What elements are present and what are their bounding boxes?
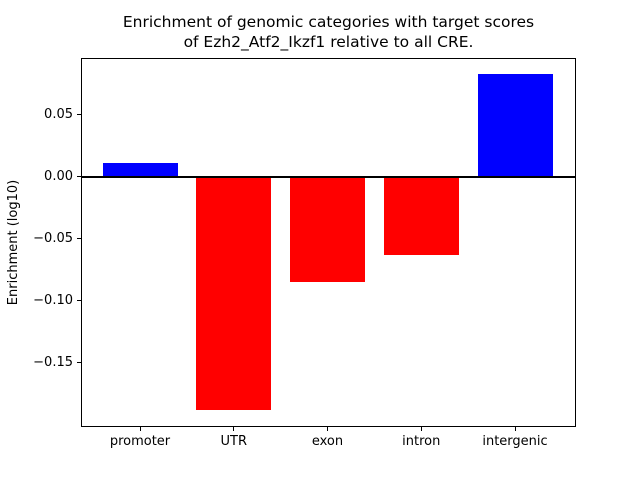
x-tick-label-intergenic: intergenic: [482, 433, 548, 449]
x-tick-label-UTR: UTR: [220, 433, 248, 449]
y-tick-mark: [77, 114, 81, 116]
y-tick-mark: [77, 176, 81, 178]
bar-intron: [383, 176, 459, 255]
y-tick-mark: [77, 300, 81, 302]
bar-UTR: [196, 176, 272, 410]
x-tick-mark-intron: [420, 427, 422, 431]
y-tick-mark: [77, 362, 81, 364]
bar-intergenic: [477, 74, 553, 177]
x-tick-label-promoter: promoter: [109, 433, 171, 449]
x-tick-mark-intergenic: [514, 427, 516, 431]
y-tick-label: −0.15: [33, 354, 73, 370]
y-tick-label: −0.10: [33, 292, 73, 308]
x-tick-mark-promoter: [139, 427, 141, 431]
bar-exon: [290, 176, 365, 283]
chart-title-line-1: Enrichment of genomic categories with ta…: [122, 13, 535, 31]
chart-title: Enrichment of genomic categories with ta…: [81, 13, 576, 52]
y-tick-label: 0.05: [44, 106, 73, 122]
x-tick-mark-UTR: [233, 427, 235, 431]
x-tick-mark-exon: [327, 427, 328, 431]
y-tick-label: 0.00: [44, 168, 73, 184]
chart-title-line-2: of Ezh2_Atf2_Ikzf1 relative to all CRE.: [183, 32, 474, 51]
y-tick-mark: [77, 238, 81, 240]
y-tick-label: −0.05: [33, 230, 73, 246]
bar-promoter: [102, 163, 178, 177]
zero-line: [81, 175, 576, 178]
x-tick-label-exon: exon: [311, 433, 344, 449]
x-tick-label-intron: intron: [402, 433, 441, 449]
